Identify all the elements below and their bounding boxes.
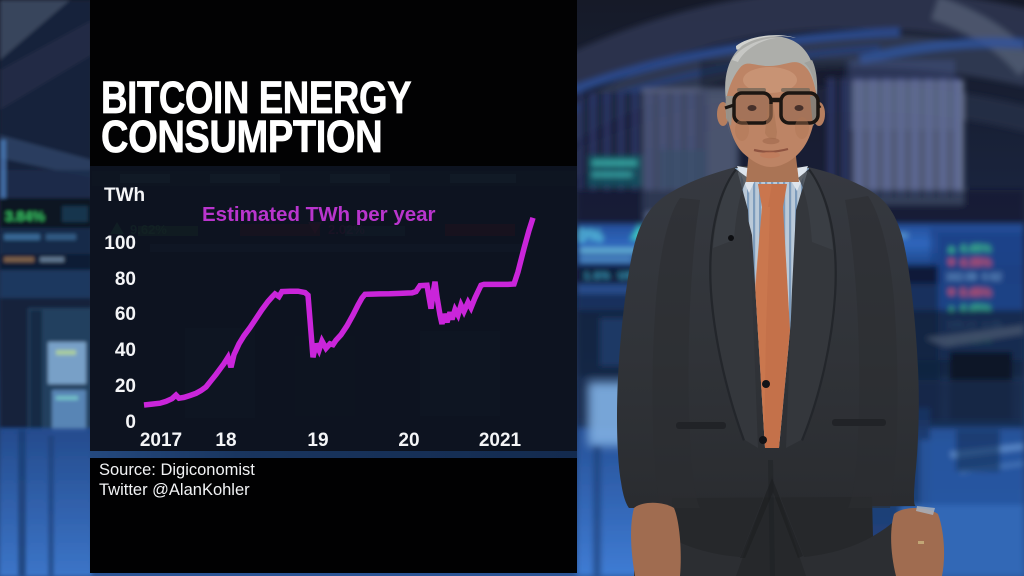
- svg-text:0%: 0%: [577, 226, 603, 246]
- svg-text:▼ 4.35%: ▼ 4.35%: [946, 257, 991, 269]
- svg-text:▲ 4.45%: ▲ 4.45%: [946, 243, 991, 255]
- svg-text:2.02%: 2.02%: [328, 222, 365, 237]
- svg-text:162.08 0.62: 162.08 0.62: [946, 272, 1002, 283]
- svg-text:3.84%: 3.84%: [5, 208, 45, 224]
- svg-text:9.62%: 9.62%: [130, 222, 167, 237]
- svg-text:▼ 0.45%: ▼ 0.45%: [946, 287, 991, 299]
- svg-text:Estimated TWh per year: Estimated TWh per year: [202, 203, 436, 226]
